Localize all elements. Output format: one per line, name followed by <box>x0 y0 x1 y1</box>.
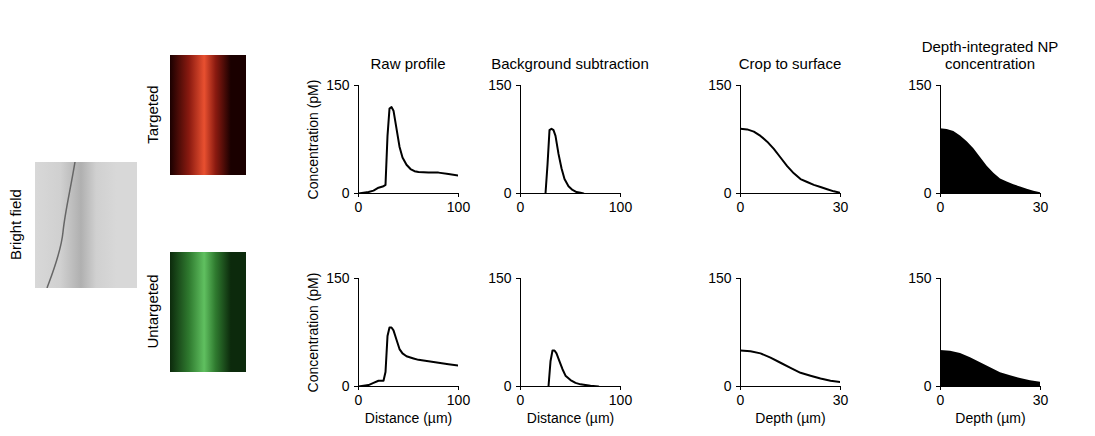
svg-text:0: 0 <box>724 185 732 201</box>
svg-text:100: 100 <box>447 392 471 408</box>
svg-text:0: 0 <box>355 392 363 408</box>
svg-text:100: 100 <box>447 199 471 215</box>
html-text:Targeted: Targeted <box>143 85 161 144</box>
svg-text:30: 30 <box>833 392 849 408</box>
svg-text:150: 150 <box>908 77 932 93</box>
html-text:Background subtraction: Background subtraction <box>491 55 649 72</box>
svg-text:150: 150 <box>708 270 732 286</box>
html-text:Untargeted: Untargeted <box>143 274 161 349</box>
svg-text:0: 0 <box>937 392 945 408</box>
svg-text:0: 0 <box>937 199 945 215</box>
svg-text:0: 0 <box>924 378 932 394</box>
svg-text:30: 30 <box>1033 199 1049 215</box>
html-text:Raw profile: Raw profile <box>370 55 446 72</box>
svg-text:0: 0 <box>517 199 525 215</box>
svg-text:0: 0 <box>724 378 732 394</box>
svg-text:150: 150 <box>908 270 932 286</box>
svg-text:0: 0 <box>355 199 363 215</box>
svg-text:0: 0 <box>737 392 745 408</box>
svg-text:100: 100 <box>609 392 633 408</box>
svg-text:0: 0 <box>517 392 525 408</box>
html-text:Bright field: Bright field <box>6 189 24 260</box>
svg-text:150: 150 <box>488 270 512 286</box>
svg-text:Depth (µm): Depth (µm) <box>755 410 825 426</box>
svg-text:Concentration (pM): Concentration (pM) <box>305 80 321 200</box>
svg-text:150: 150 <box>488 77 512 93</box>
svg-text:100: 100 <box>609 199 633 215</box>
svg-text:Concentration (pM): Concentration (pM) <box>305 273 321 393</box>
svg-text:150: 150 <box>326 77 350 93</box>
svg-text:0: 0 <box>737 199 745 215</box>
svg-text:150: 150 <box>326 270 350 286</box>
svg-text:30: 30 <box>1033 392 1049 408</box>
html-text:Depth-integrated NP concentrat: Depth-integrated NP concentration <box>921 38 1059 72</box>
svg-text:30: 30 <box>833 199 849 215</box>
svg-text:0: 0 <box>504 185 512 201</box>
svg-text:0: 0 <box>924 185 932 201</box>
svg-text:Depth (µm): Depth (µm) <box>955 410 1025 426</box>
svg-text:150: 150 <box>708 77 732 93</box>
svg-text:0: 0 <box>342 185 350 201</box>
svg-text:0: 0 <box>504 378 512 394</box>
svg-text:0: 0 <box>342 378 350 394</box>
svg-text:Distance (µm): Distance (µm) <box>527 410 614 426</box>
svg-text:Distance (µm): Distance (µm) <box>365 410 452 426</box>
html-text:Crop to surface: Crop to surface <box>738 55 842 72</box>
